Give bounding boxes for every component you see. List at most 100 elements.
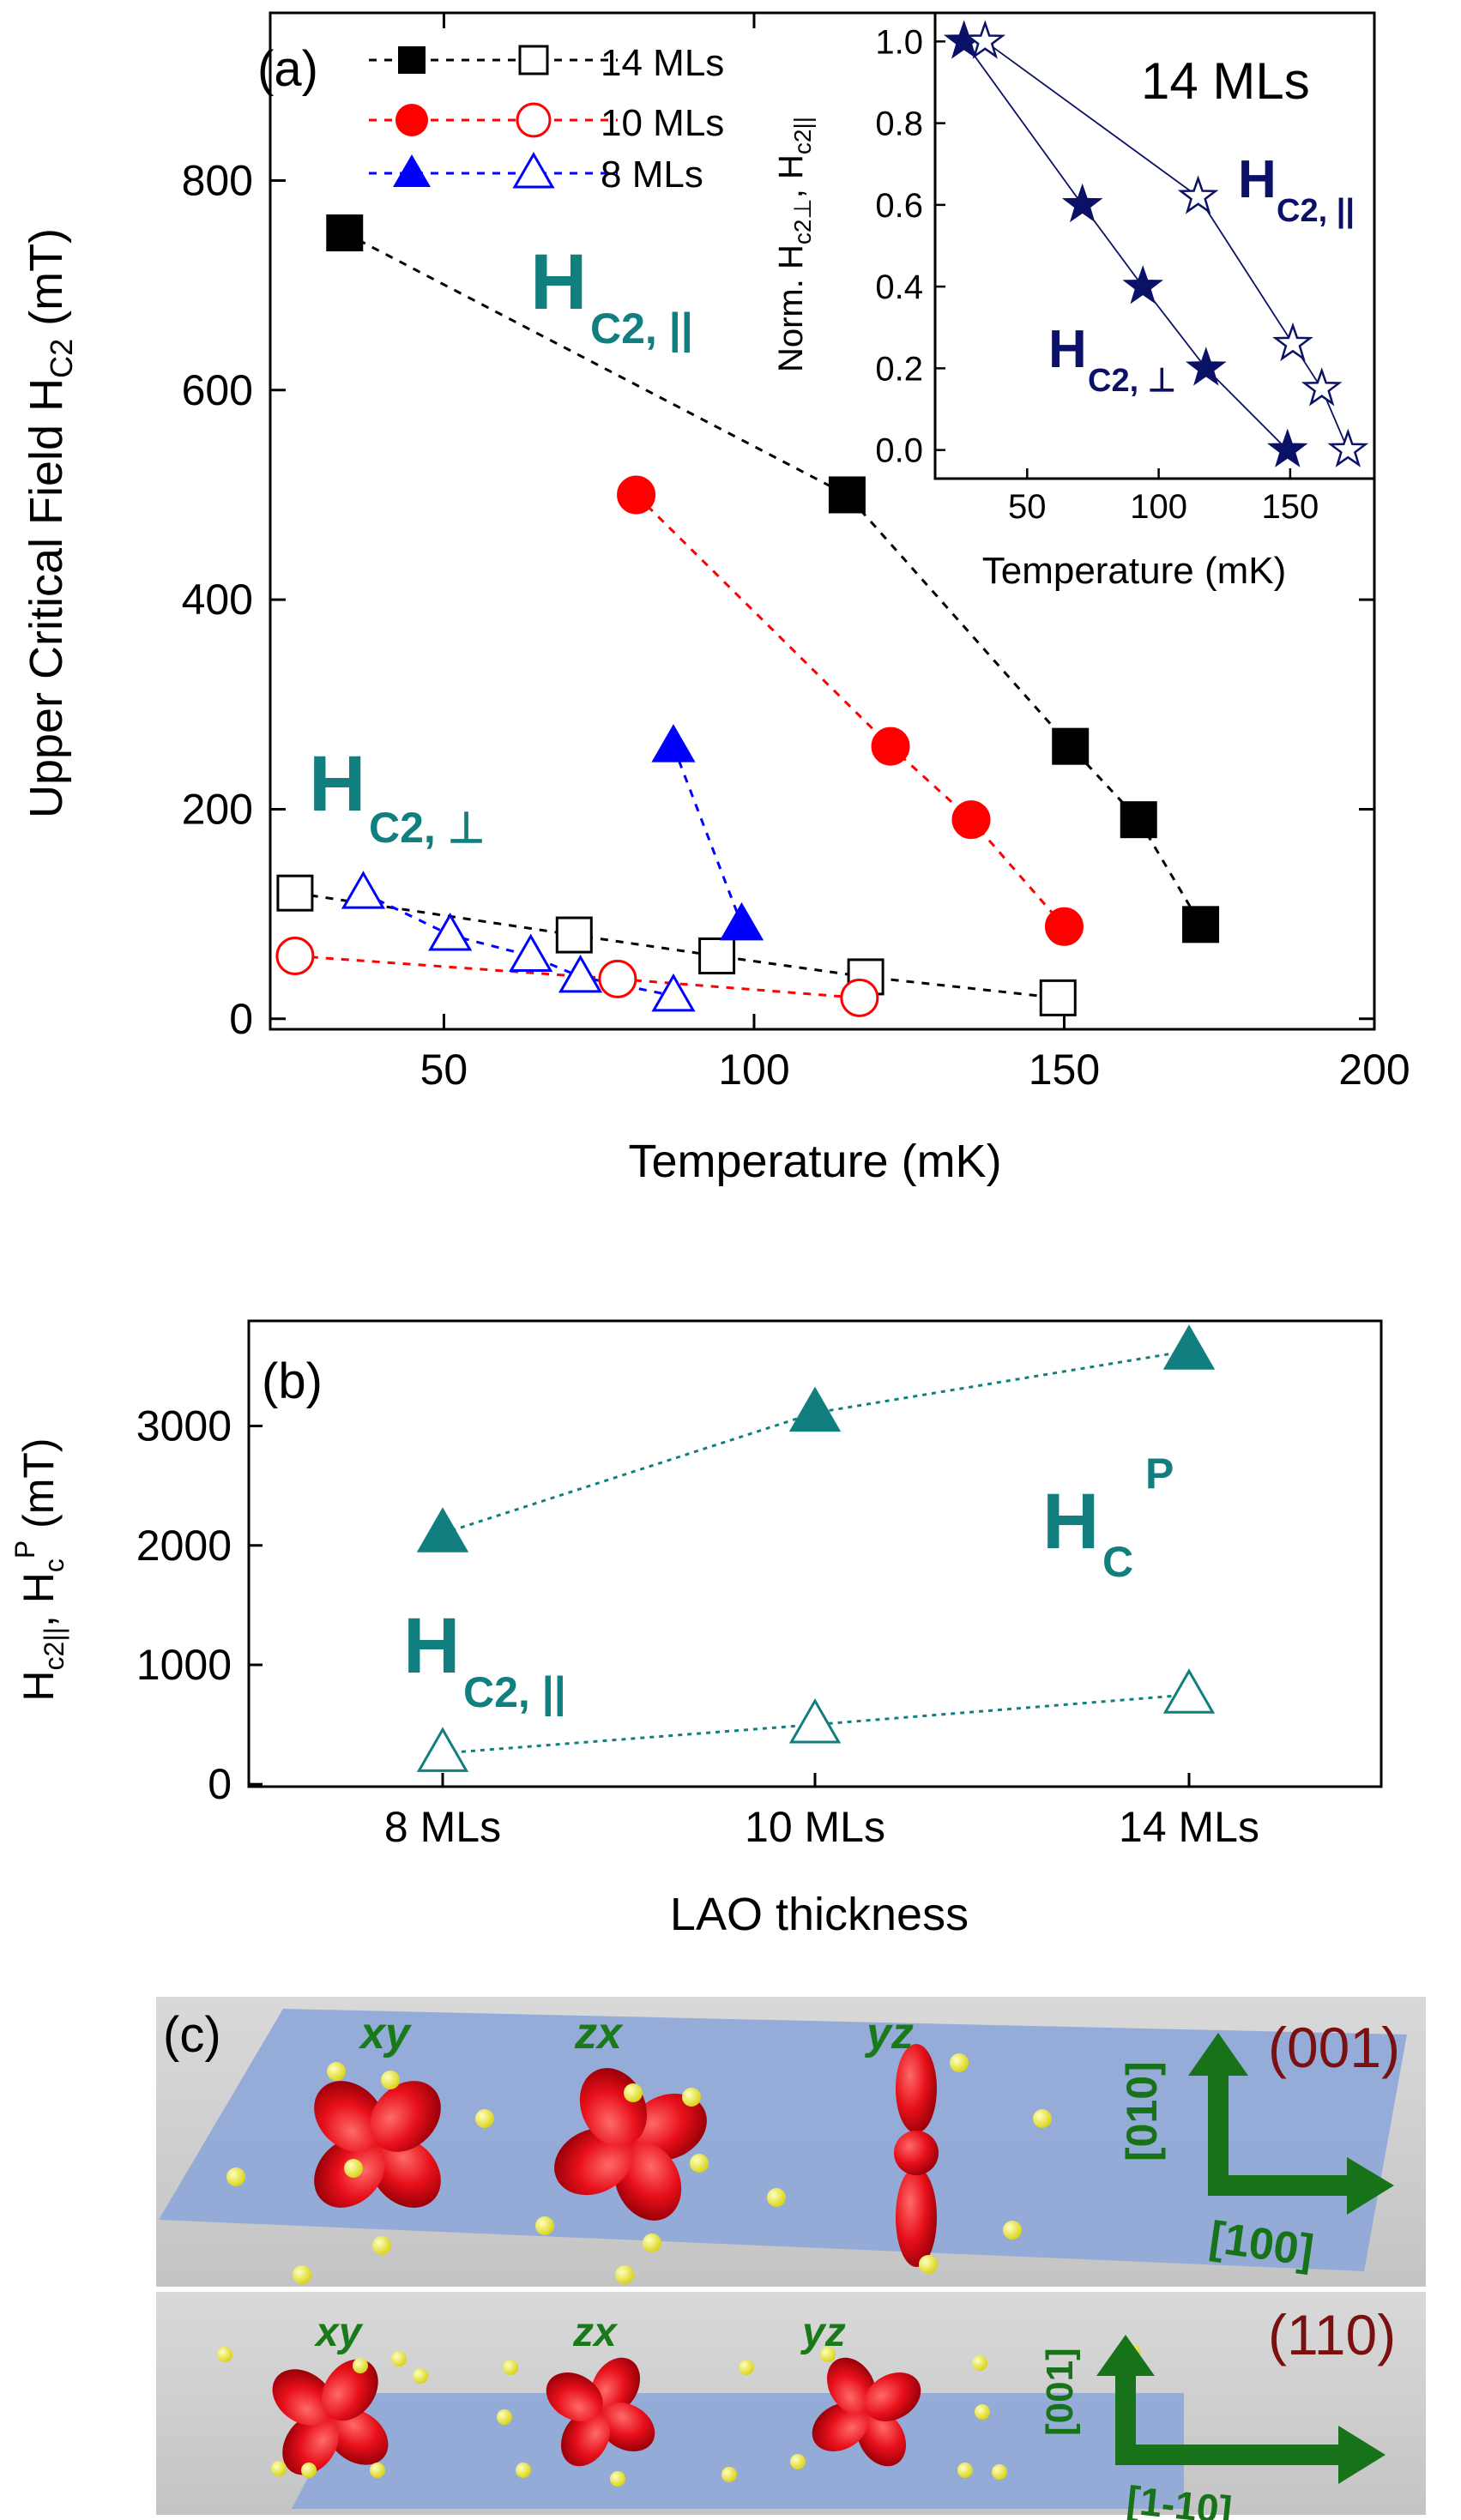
annotation-hc2-parallel: H C2, ||	[530, 238, 693, 353]
panel-a: 50 100 150 200 0 200 400 600 800 (a) 14 MLs 10 M…	[21, 11, 1410, 1187]
atom	[497, 2409, 512, 2425]
svg-text:C2, ||: C2, ||	[590, 304, 693, 353]
annotation-hc2-parallel-b: H C2, ||	[403, 1602, 566, 1717]
inset-y-tick-label: 0.4	[875, 268, 923, 306]
orbital-lobe	[322, 2359, 378, 2421]
inset-ylabel: Norm. Hc2⊥, Hc2||	[772, 117, 816, 372]
y-tick-label: 400	[182, 576, 253, 624]
data-point	[651, 973, 696, 1012]
plane-110	[292, 2393, 1184, 2509]
b-x-tick-label: 8 MLs	[384, 1803, 501, 1851]
atom	[643, 2234, 661, 2252]
x-tick-label: 150	[1029, 1046, 1100, 1094]
atom	[820, 2347, 836, 2362]
x-tick-label: 100	[718, 1046, 789, 1094]
atom	[790, 2454, 806, 2469]
plane-001	[159, 2009, 1407, 2271]
inset-xlabel: Temperature (mK)	[982, 550, 1287, 592]
atom	[975, 2404, 990, 2420]
atom	[957, 2463, 973, 2478]
atom	[1003, 2221, 1022, 2240]
data-point	[1182, 906, 1220, 943]
data-point	[828, 476, 866, 514]
orbital-lobe	[864, 2372, 921, 2422]
panel-a-tag: (a)	[257, 41, 318, 97]
atom	[217, 2347, 232, 2362]
svg-text:C2, ||: C2, ||	[463, 1668, 566, 1717]
inset-data-point	[1185, 347, 1227, 386]
data-point	[617, 475, 656, 515]
annotation-hc2-perp: H C2, ⊥	[309, 740, 485, 852]
atom	[344, 2159, 363, 2178]
panel-a-ylabel: Upper Critical Field HC2 (mT)	[21, 228, 79, 818]
orbital-lobe	[282, 2413, 339, 2475]
inset-data-point	[964, 20, 1006, 59]
atom	[372, 2236, 391, 2255]
inset-data-point	[1272, 322, 1313, 362]
inset-y-tick-label: 1.0	[875, 23, 923, 61]
panel-b-markers	[416, 1324, 1216, 1772]
atom	[721, 2467, 737, 2482]
panel-b-ylabel: Hc2||, HcP (mT)	[9, 1438, 69, 1701]
atom	[293, 2265, 311, 2284]
axis-label-010: [010]	[1118, 2061, 1166, 2161]
orbital-lobe	[812, 2402, 869, 2452]
legend-label-10mls: 10 MLs	[601, 102, 724, 144]
atom	[475, 2109, 494, 2128]
inset-label-hc2-perp: H C2, ⊥	[1048, 320, 1176, 399]
inset-data-point	[1266, 428, 1308, 467]
inset-x-tick-label: 50	[1008, 488, 1047, 526]
data-point	[555, 916, 593, 954]
panel-b: 8 MLs 10 MLs 14 MLs 0 1000 2000 3000 (b) H C P…	[9, 1319, 1383, 1940]
b-data-point	[416, 1507, 469, 1552]
y-tick-label: 200	[182, 785, 253, 833]
svg-text:H: H	[403, 1602, 460, 1690]
svg-text:C2, ⊥: C2, ⊥	[369, 804, 485, 852]
atom	[682, 2088, 701, 2107]
atom	[370, 2463, 385, 2478]
b-y-tick-label: 0	[208, 1760, 232, 1808]
plane-label-001: (001)	[1268, 2016, 1400, 2079]
series-line	[672, 745, 743, 925]
orbital-lobe	[590, 2357, 641, 2414]
inset-markers	[943, 20, 1369, 467]
orbital-lobe	[370, 2137, 441, 2208]
x-tick-label: 50	[420, 1046, 468, 1094]
atom	[950, 2053, 969, 2072]
legend-item-8mls: 8 MLs	[369, 152, 703, 196]
annotation-hcp: H C P	[1042, 1450, 1174, 1586]
inset-axes: 50 100 150 0.0 0.2 0.4 0.6 0.8 1.0	[875, 23, 1319, 526]
legend-item-14mls: 14 MLs	[369, 42, 724, 84]
svg-text:C2, ||: C2, ||	[1277, 193, 1355, 229]
data-point	[1039, 979, 1077, 1016]
orbital-lobe	[896, 2044, 937, 2133]
data-point	[1044, 907, 1084, 946]
orbital-lobe	[314, 2081, 385, 2152]
orbital-lobe	[826, 2357, 877, 2414]
b-series-line	[442, 1693, 1190, 1755]
b-y-tick-label: 3000	[136, 1402, 232, 1450]
legend-label-8mls: 8 MLs	[601, 154, 703, 196]
inset-x-tick-label: 150	[1262, 488, 1319, 526]
inset-label-hc2-parallel: H C2, ||	[1238, 150, 1355, 229]
y-tick-label: 0	[229, 995, 253, 1043]
b-data-point	[1162, 1324, 1216, 1370]
atom	[610, 2471, 625, 2487]
orbital-lobe	[326, 2408, 389, 2465]
atom	[767, 2188, 786, 2207]
orbitals-110	[272, 2357, 921, 2475]
b-data-point	[788, 1697, 842, 1744]
inset-x-tick-label: 100	[1130, 488, 1187, 526]
svg-text:H: H	[1238, 150, 1277, 209]
orbital-lobe	[598, 2402, 655, 2452]
atom	[353, 2358, 368, 2373]
crystal-axes-110	[1096, 2335, 1386, 2484]
x-tick-label: 200	[1338, 1046, 1410, 1094]
orbital-lobe	[856, 2409, 907, 2467]
y-tick-label: 800	[182, 156, 253, 204]
atom	[271, 2461, 287, 2476]
atom	[992, 2464, 1007, 2480]
inset-title: 14 MLs	[1141, 52, 1310, 110]
inset-y-tick-label: 0.0	[875, 432, 923, 470]
